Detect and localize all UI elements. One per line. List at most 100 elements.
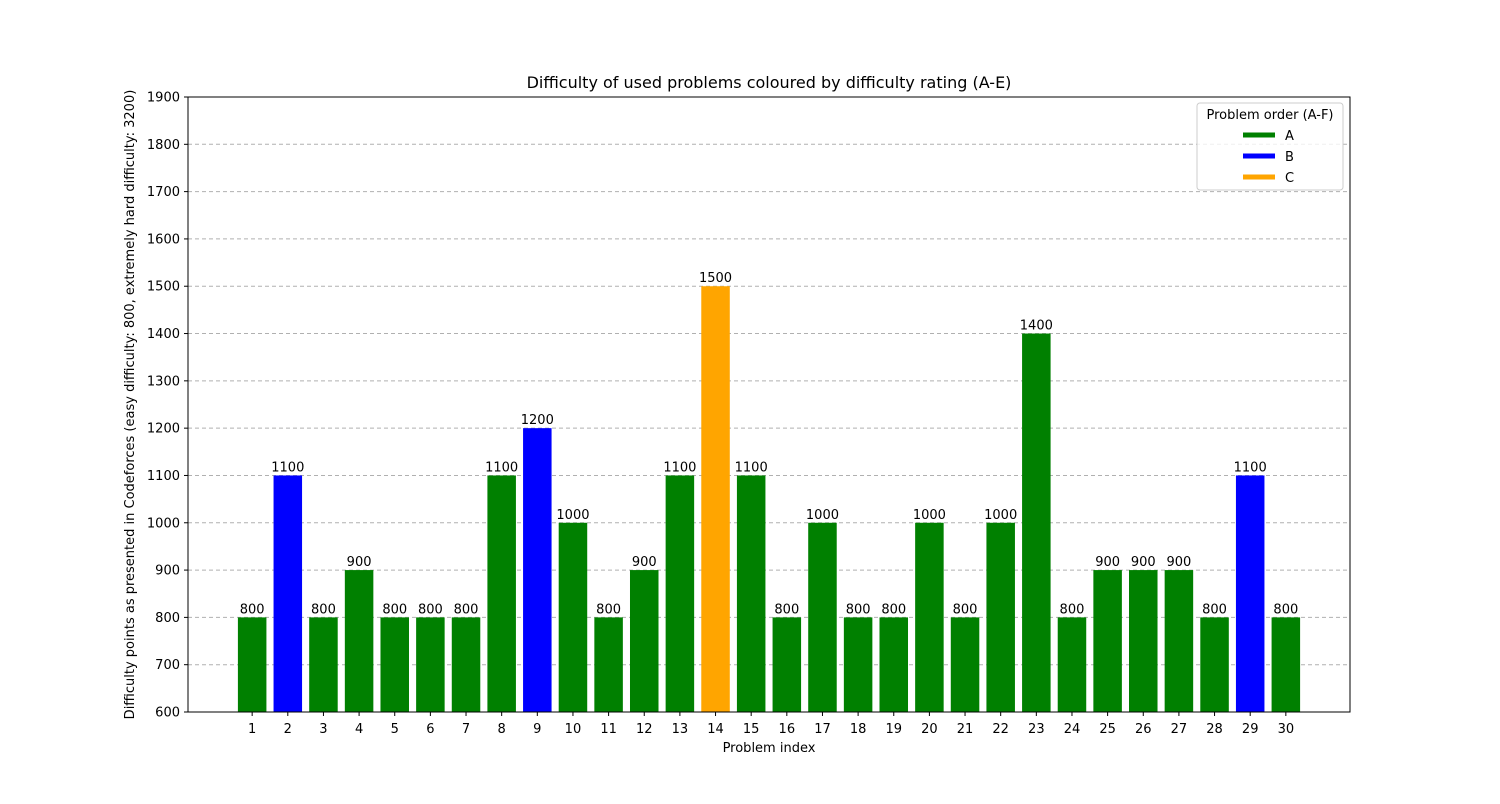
x-tick-label: 15 [743,722,760,737]
x-tick-label: 19 [885,722,902,737]
bar-value-label: 800 [881,602,906,617]
bar-value-label: 800 [418,602,443,617]
bar-value-label: 1200 [521,413,554,428]
bar-value-label: 1000 [806,508,839,523]
y-tick-label: 700 [155,658,180,673]
y-tick-label: 1100 [147,469,180,484]
legend-entry-label: A [1285,129,1294,144]
bar-value-label: 1100 [271,460,304,475]
legend-entries: ABC [1243,129,1294,186]
bar [416,617,445,712]
bar-value-label: 800 [774,602,799,617]
bar-value-label: 1000 [556,508,589,523]
x-tick-label: 6 [426,722,434,737]
bar-value-label: 1100 [663,460,696,475]
bar [629,570,659,712]
x-tick-label: 2 [284,722,292,737]
x-tick-label: 24 [1064,722,1081,737]
x-tick-label: 17 [814,722,831,737]
bar-value-label: 1100 [735,460,768,475]
x-tick-label: 27 [1171,722,1188,737]
bar [950,617,980,712]
bar [1200,617,1229,712]
bar-value-label: 900 [1131,555,1156,570]
x-tick-label: 29 [1242,722,1259,737]
bar [1235,475,1265,712]
y-tick-label: 1300 [147,374,180,389]
bar-value-label: 800 [454,602,479,617]
bar [558,522,588,712]
bar [1022,333,1051,712]
y-tick-label: 1900 [147,91,180,106]
x-tick-label: 21 [957,722,974,737]
bar [523,428,552,712]
bars [237,286,1301,712]
bar-value-label: 1000 [984,508,1017,523]
bar [1129,570,1158,712]
bar-value-label: 800 [311,602,336,617]
bar [594,617,623,712]
bar [380,617,409,712]
x-tick-label: 5 [391,722,399,737]
x-tick-label: 20 [921,722,938,737]
bar [808,522,837,712]
bar [915,522,944,712]
legend-box [1196,102,1344,191]
legend-entry-label: B [1285,150,1294,165]
x-tick-label: 11 [600,722,617,737]
x-tick-label: 14 [707,722,724,737]
x-tick-label: 10 [565,722,582,737]
bar [879,617,909,712]
bar [1057,617,1087,712]
y-tick-label: 1700 [147,185,180,200]
bar [701,286,730,712]
bar-value-label: 1000 [913,508,946,523]
y-tick-label: 800 [155,611,180,626]
bar-value-label: 800 [1273,602,1298,617]
x-tick-label: 22 [992,722,1009,737]
x-tick-label: 9 [533,722,541,737]
x-tick-label: 28 [1206,722,1223,737]
x-tick-label: 3 [319,722,327,737]
y-tick-label: 900 [155,564,180,579]
bar-value-label: 800 [596,602,621,617]
x-axis: 1 2 3 4 5 6 7 8 9 10 11 12 13 14 15 16 17 18 19 20 21 22 23 24 2… [248,712,1294,737]
bar-value-label: 1400 [1020,319,1053,334]
plot-frame [187,96,1351,713]
x-tick-label: 16 [779,722,796,737]
bar [1271,617,1301,712]
bar [451,617,481,712]
bar [665,475,695,712]
legend: Problem order (A-F) ABC [1196,102,1344,191]
bar-value-label: 800 [846,602,871,617]
bar [772,617,802,712]
bar-value-label: 900 [1095,555,1120,570]
bar-value-label: 1500 [699,271,732,286]
bar [1164,570,1194,712]
x-tick-label: 18 [850,722,867,737]
x-tick-label: 30 [1278,722,1295,737]
y-tick-label: 1400 [147,327,180,342]
bar-value-label: 900 [632,555,657,570]
bar [1093,570,1122,712]
bar-value-label: 800 [240,602,265,617]
bar [344,570,374,712]
bar [273,475,303,712]
y-axis-label: Difficulty points as presented in Codefo… [123,90,138,720]
y-tick-label: 600 [155,706,180,721]
bar-value-label: 800 [1202,602,1227,617]
bar-value-label: 800 [953,602,978,617]
y-tick-label: 1500 [147,280,180,295]
bar-value-label: 1100 [485,460,518,475]
chart-title: Difficulty of used problems coloured by … [527,73,1012,92]
y-tick-label: 1800 [147,138,180,153]
bar [309,617,338,712]
bar-value-label: 800 [382,602,407,617]
x-tick-label: 4 [355,722,363,737]
y-tick-label: 1200 [147,422,180,437]
y-tick-label: 1600 [147,232,180,247]
x-tick-label: 23 [1028,722,1045,737]
bar-value-label: 1100 [1234,460,1267,475]
